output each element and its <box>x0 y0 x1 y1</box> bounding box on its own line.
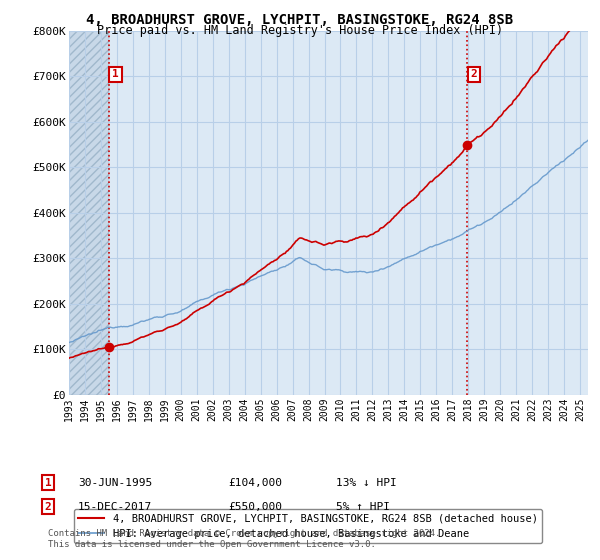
Text: 2: 2 <box>470 69 478 80</box>
Text: 1: 1 <box>112 69 119 80</box>
Text: 2: 2 <box>44 502 52 512</box>
Text: 13% ↓ HPI: 13% ↓ HPI <box>336 478 397 488</box>
Legend: 4, BROADHURST GROVE, LYCHPIT, BASINGSTOKE, RG24 8SB (detached house), HPI: Avera: 4, BROADHURST GROVE, LYCHPIT, BASINGSTOK… <box>74 509 542 543</box>
Text: £550,000: £550,000 <box>228 502 282 512</box>
Text: 1: 1 <box>44 478 52 488</box>
Text: £104,000: £104,000 <box>228 478 282 488</box>
Text: Price paid vs. HM Land Registry's House Price Index (HPI): Price paid vs. HM Land Registry's House … <box>97 24 503 37</box>
Text: 4, BROADHURST GROVE, LYCHPIT, BASINGSTOKE, RG24 8SB: 4, BROADHURST GROVE, LYCHPIT, BASINGSTOK… <box>86 13 514 27</box>
Text: 15-DEC-2017: 15-DEC-2017 <box>78 502 152 512</box>
Text: 5% ↑ HPI: 5% ↑ HPI <box>336 502 390 512</box>
Text: 30-JUN-1995: 30-JUN-1995 <box>78 478 152 488</box>
Text: Contains HM Land Registry data © Crown copyright and database right 2024.
This d: Contains HM Land Registry data © Crown c… <box>48 529 440 549</box>
